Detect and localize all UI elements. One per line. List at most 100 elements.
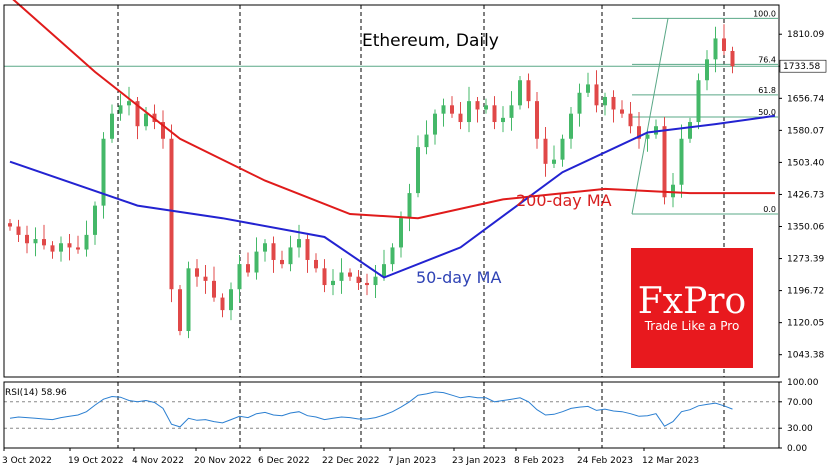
candle-body (314, 259, 318, 269)
rsi-y-tick-label: 0.00 (787, 444, 807, 454)
candle-body (441, 105, 446, 114)
y-tick-label: 1120.05 (787, 319, 824, 329)
x-tick-label: 22 Dec 2022 (322, 456, 380, 466)
candle-body (144, 113, 148, 127)
y-tick-label: 1656.74 (787, 94, 824, 104)
candle-body (399, 218, 403, 248)
fib-level-label: 50.0 (758, 108, 776, 117)
candle-body (127, 101, 131, 106)
candle-body (237, 264, 242, 290)
candle-body (271, 243, 276, 260)
x-tick-label: 12 Mar 2023 (642, 456, 699, 466)
candle-body (50, 245, 55, 252)
candlesticks (8, 24, 735, 339)
candle-body (450, 105, 454, 114)
candle-body (518, 80, 522, 106)
candle-body (679, 138, 684, 185)
fibonacci-levels: 100.0 76.4 61.8 50.0 0.0 (4, 9, 779, 215)
candle-body (560, 138, 565, 160)
candle-body (390, 247, 395, 265)
fib-trend-line (631, 18, 669, 215)
rsi-y-tick-label: 30.00 (787, 424, 813, 434)
y-tick-label: 1426.73 (787, 190, 824, 200)
logo-brand: FxPro (638, 281, 746, 322)
candle-body (467, 101, 471, 123)
x-tick-label: 20 Nov 2022 (194, 456, 252, 466)
candle-body (288, 247, 293, 265)
candle-body (645, 134, 650, 139)
x-tick-label: 24 Feb 2023 (577, 456, 633, 466)
candle-body (373, 276, 378, 286)
candle-body (59, 243, 63, 252)
candle-body (84, 234, 89, 250)
rsi-panel-border (3, 381, 780, 449)
candle-body (688, 122, 692, 139)
candle-body (76, 247, 80, 250)
candle-body (696, 80, 701, 123)
candle-body (662, 126, 667, 198)
logo-background (631, 248, 753, 368)
axes: 1810.09 1656.74 1580.07 1503.40 1426.73 1350.… (2, 4, 827, 466)
candle-body (229, 289, 233, 311)
candle-body (705, 59, 709, 81)
rsi-label: RSI(14) 58.96 (5, 388, 67, 398)
ma50-line (9, 114, 776, 279)
candle-body (322, 268, 327, 286)
candle-body (348, 272, 352, 277)
candle-body (339, 272, 344, 281)
y-tick-label: 1043.38 (787, 351, 824, 361)
candle-body (569, 113, 573, 139)
candle-body (203, 276, 208, 281)
candle-body (16, 226, 21, 235)
fib-level-label: 100.0 (753, 9, 776, 18)
fib-level-label: 61.8 (758, 86, 776, 95)
candle-body (356, 276, 361, 283)
candle-body (93, 205, 97, 235)
candle-body (365, 282, 369, 286)
candle-body (33, 239, 38, 244)
candle-body (475, 101, 480, 110)
candle-body (654, 126, 658, 135)
main-panel-border (3, 4, 780, 378)
candle-body (543, 138, 548, 164)
x-tick-label: 6 Dec 2022 (258, 456, 310, 466)
candle-body (492, 105, 497, 123)
candle-body (433, 113, 437, 135)
rsi-y-tick-label: 100.00 (787, 378, 819, 388)
fib-level-label: 76.4 (758, 55, 776, 64)
y-tick-label: 1350.06 (787, 223, 824, 233)
candle-body (637, 126, 641, 139)
rsi-y-tick-label: 70.00 (787, 398, 813, 408)
ma200-line (12, 0, 775, 220)
ma50-annotation: 50-day MA (416, 268, 501, 287)
fxpro-logo: FxPro Trade Like a Pro (631, 248, 753, 368)
rsi-line (9, 391, 733, 428)
candle-body (8, 223, 12, 227)
candle-body (671, 184, 675, 198)
candle-body (603, 96, 607, 106)
y-tick-label: 1503.40 (787, 158, 824, 168)
candle-body (424, 134, 429, 148)
candle-body (161, 122, 165, 139)
current-price-tag (779, 59, 827, 73)
candle-body (42, 239, 46, 246)
current-price-label: 1733.58 (783, 62, 820, 72)
y-tick-label: 1810.09 (787, 30, 824, 40)
candle-body (722, 38, 726, 51)
candle-body (552, 159, 556, 164)
logo-tagline: Trade Like a Pro (644, 319, 740, 333)
candle-body (628, 113, 633, 127)
candle-body (297, 239, 301, 248)
candle-body (501, 117, 505, 123)
candle-body (169, 138, 174, 290)
candle-body (212, 280, 216, 298)
rsi-panel: 100.00 70.00 30.00 0.00 (4, 378, 819, 454)
candle-body (101, 138, 106, 206)
chart-title: Ethereum, Daily (362, 31, 499, 51)
candle-body (195, 268, 199, 277)
candle-body (280, 259, 284, 265)
moving-averages (9, 0, 776, 279)
candle-body (135, 101, 140, 127)
candle-body (713, 38, 718, 60)
